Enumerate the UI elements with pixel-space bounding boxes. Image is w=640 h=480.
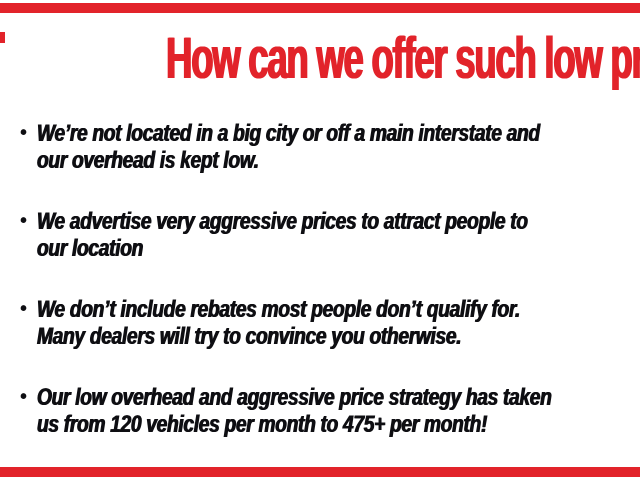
- bullet-item: • We’re not located in a big city or off…: [20, 120, 630, 174]
- bullet-marker-icon: •: [20, 210, 28, 232]
- bullet-line: Our low overhead and aggressive price st…: [37, 384, 552, 411]
- bullet-line: Many dealers will try to convince you ot…: [37, 323, 462, 350]
- bullet-text: Our low overhead and aggressive price st…: [37, 384, 552, 438]
- top-red-bar: [0, 3, 640, 13]
- bullet-line: We don’t include rebates most people don…: [37, 296, 521, 323]
- bullet-list: • We’re not located in a big city or off…: [20, 120, 630, 472]
- bottom-red-bar: [0, 467, 640, 477]
- bullet-marker-icon: •: [20, 386, 28, 408]
- bullet-marker-icon: •: [20, 122, 28, 144]
- bullet-line: We advertise very aggressive prices to a…: [37, 208, 528, 235]
- bullet-text: We advertise very aggressive prices to a…: [37, 208, 528, 262]
- page-title: How can we offer such low prices?: [0, 30, 640, 88]
- left-edge-red-mark: [0, 32, 5, 43]
- bullet-text: We’re not located in a big city or off a…: [37, 120, 540, 174]
- bullet-marker-icon: •: [20, 298, 28, 320]
- bullet-line: We’re not located in a big city or off a…: [37, 120, 540, 147]
- bullet-line: our overhead is kept low.: [37, 147, 259, 174]
- bullet-text: We don’t include rebates most people don…: [37, 296, 520, 350]
- bullet-item: • We don’t include rebates most people d…: [20, 296, 630, 350]
- bullet-item: • We advertise very aggressive prices to…: [20, 208, 630, 262]
- bullet-item: • Our low overhead and aggressive price …: [20, 384, 630, 438]
- page-title-text: How can we offer such low prices?: [166, 26, 640, 91]
- bullet-line: us from 120 vehicles per month to 475+ p…: [37, 411, 488, 438]
- bullet-line: our location: [37, 235, 144, 262]
